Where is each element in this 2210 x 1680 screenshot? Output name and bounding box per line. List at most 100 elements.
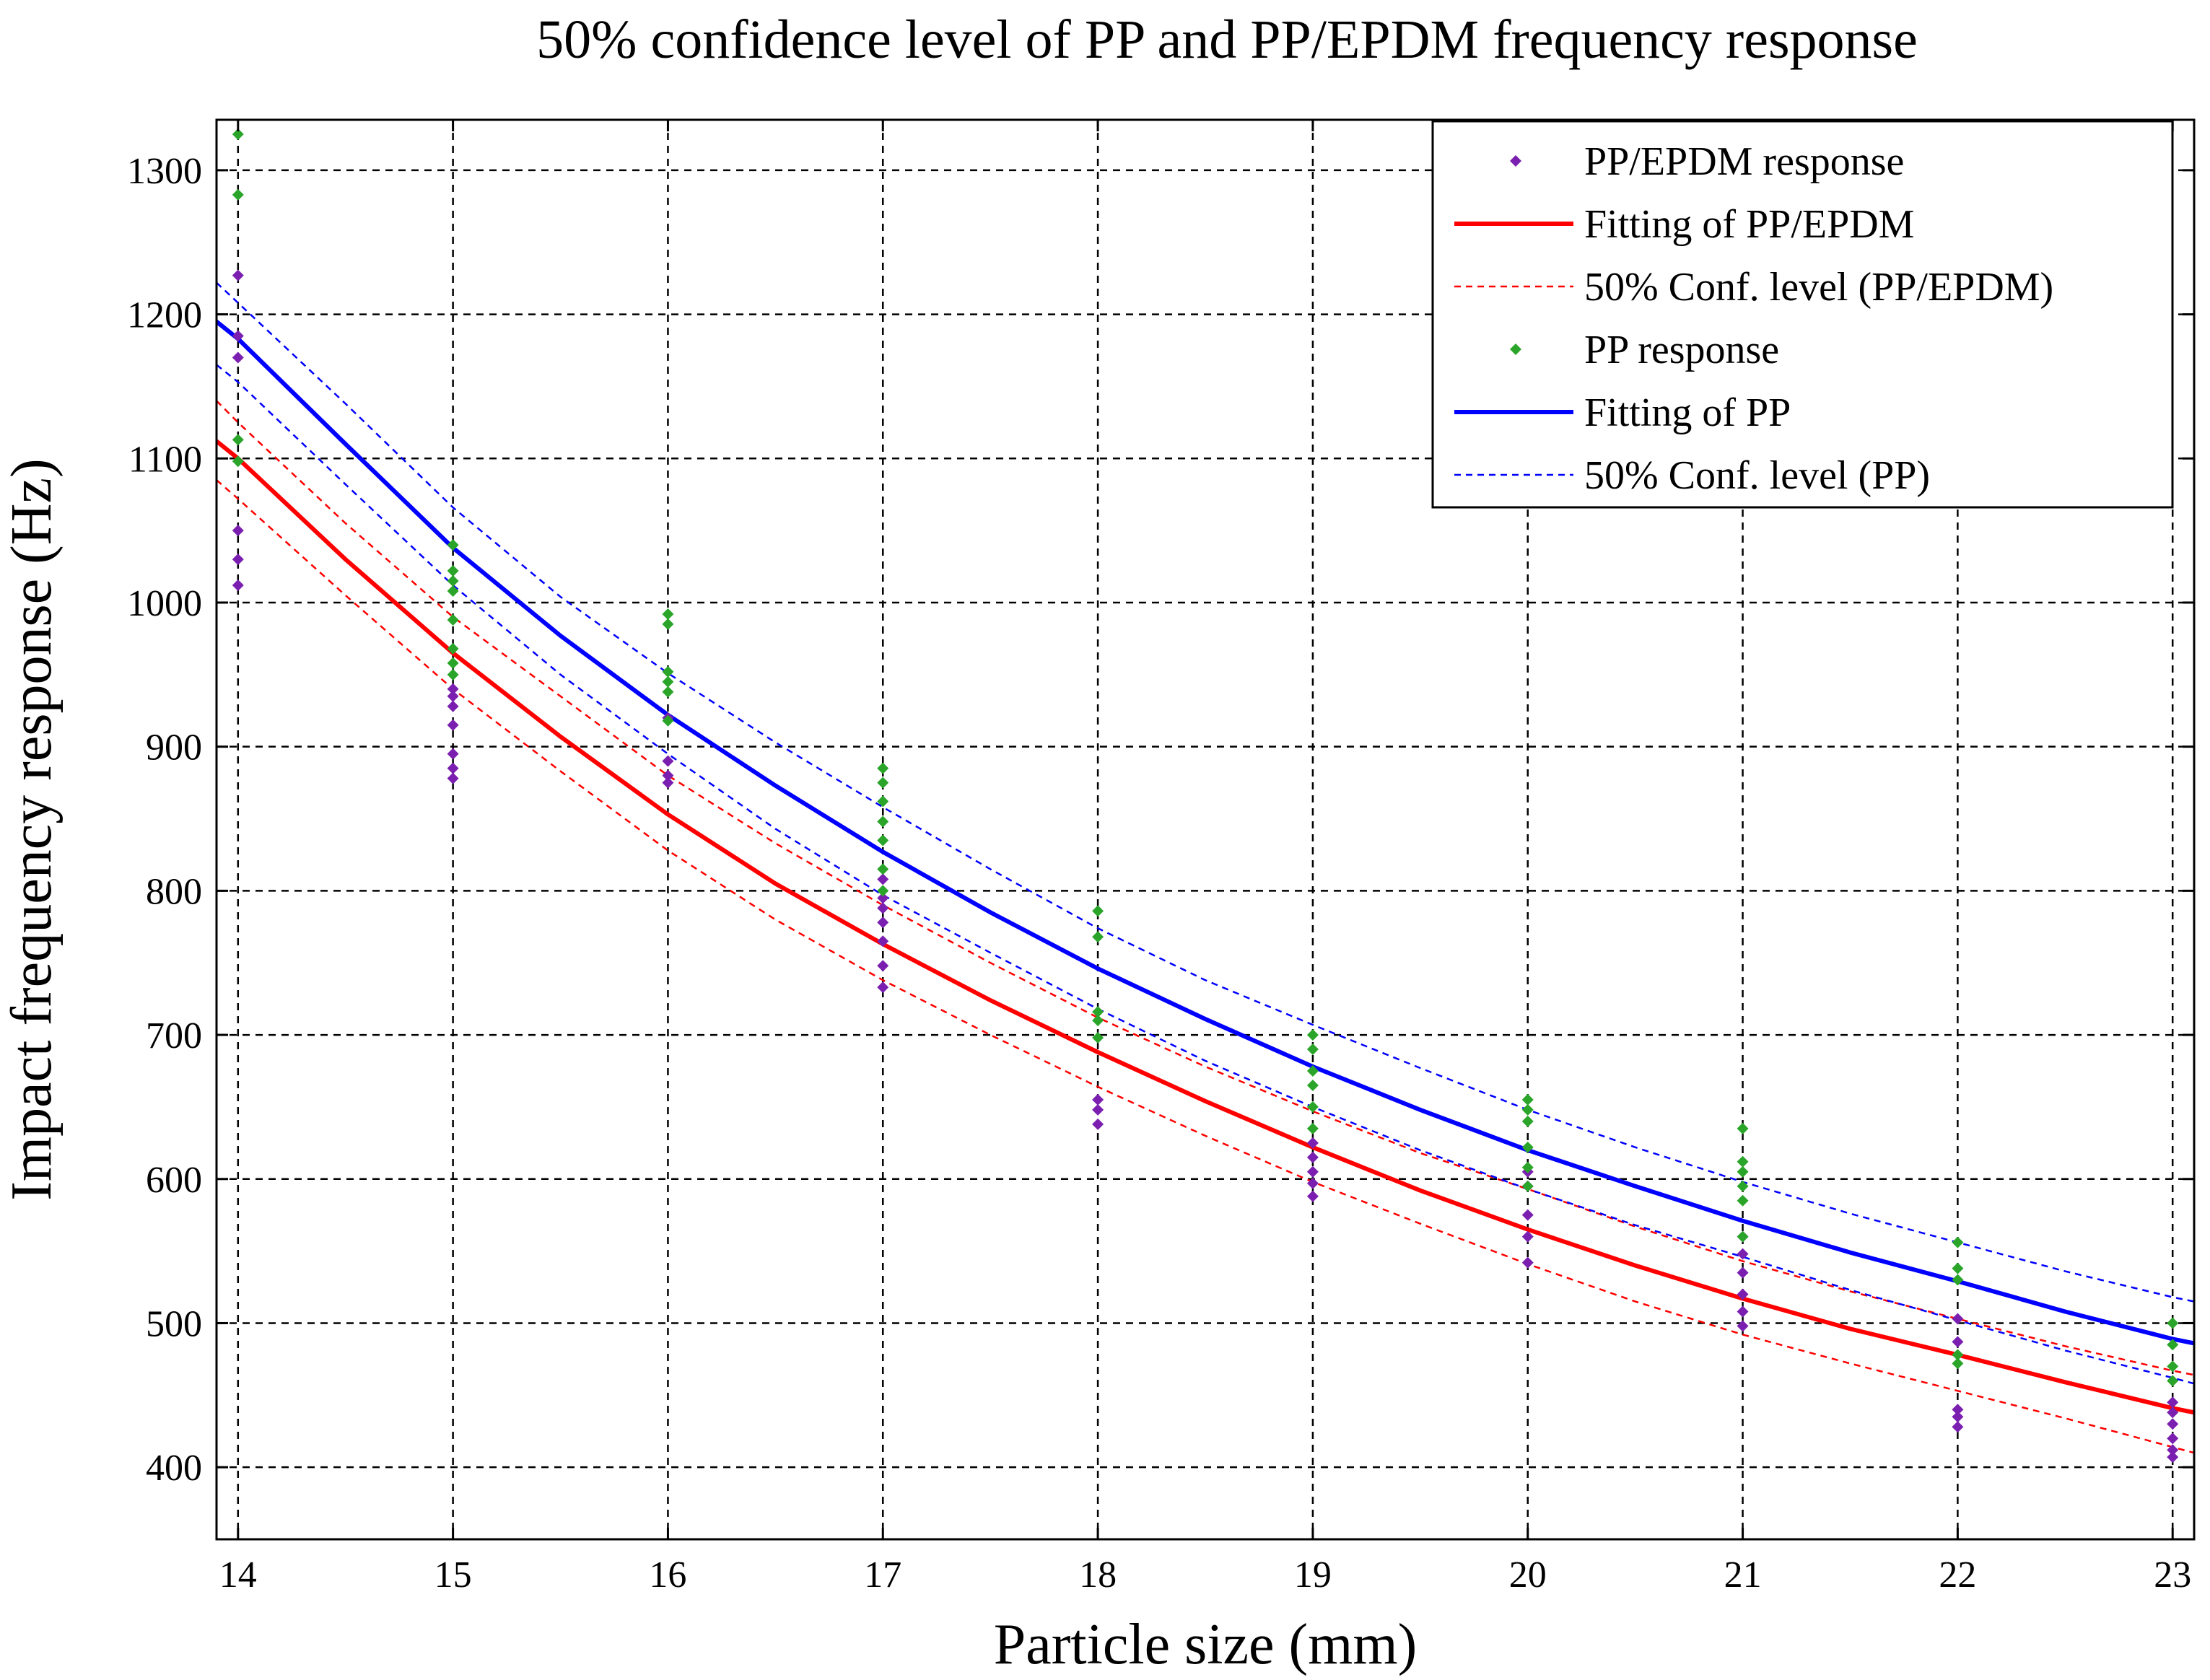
data-point — [232, 351, 244, 364]
x-tick-label: 16 — [649, 1554, 686, 1596]
data-point — [1521, 1161, 1534, 1173]
data-point — [2167, 1375, 2179, 1387]
data-point — [1306, 1122, 1319, 1134]
data-point — [447, 613, 459, 626]
y-tick-label: 1100 — [128, 439, 202, 480]
data-point — [1737, 1288, 1749, 1300]
data-point — [877, 762, 889, 774]
data-point — [1092, 1103, 1104, 1116]
data-point — [877, 902, 889, 914]
series-line-2 — [217, 439, 2194, 1415]
data-point — [1952, 1349, 1964, 1361]
y-tick-label: 1000 — [127, 583, 202, 624]
data-point — [1952, 1411, 1964, 1423]
chart-title: 50% confidence level of PP and PP/EPDM f… — [536, 9, 1918, 70]
data-point — [1092, 1118, 1104, 1130]
legend-entry: 50% Conf. level (PP) — [1454, 453, 1930, 498]
data-point — [1306, 1101, 1319, 1113]
data-point — [1737, 1122, 1749, 1134]
data-point — [1737, 1248, 1749, 1260]
data-point — [232, 525, 244, 537]
y-tick-label: 900 — [146, 727, 202, 769]
data-point — [1092, 931, 1104, 943]
legend-label: PP response — [1584, 328, 1779, 372]
y-tick-label: 1200 — [127, 295, 202, 336]
data-point — [447, 700, 459, 712]
legend-label: Fitting of PP — [1584, 390, 1791, 435]
legend-entry: Fitting of PP — [1454, 390, 1791, 435]
y-tick-label: 600 — [146, 1160, 202, 1201]
data-point — [877, 916, 889, 929]
x-tick-label: 20 — [1509, 1554, 1547, 1596]
data-point — [447, 762, 459, 774]
data-point — [1737, 1320, 1749, 1332]
data-point — [877, 960, 889, 972]
x-tick-label: 19 — [1294, 1554, 1332, 1596]
legend-label: 50% Conf. level (PP) — [1584, 453, 1930, 498]
data-point — [1521, 1180, 1534, 1192]
data-point — [1092, 905, 1104, 917]
data-point — [1092, 1032, 1104, 1044]
legend-marker — [1510, 155, 1521, 167]
legend-entry: Fitting of PP/EPDM — [1454, 202, 1914, 247]
data-point — [662, 714, 674, 727]
data-point — [447, 772, 459, 784]
data-point — [1306, 1044, 1319, 1056]
x-tick-label: 17 — [864, 1554, 901, 1596]
series-line-3 — [217, 400, 2194, 1376]
data-point — [877, 863, 889, 875]
data-point — [232, 455, 244, 468]
data-point — [447, 539, 459, 551]
legend-marker — [1510, 344, 1521, 355]
y-tick-label: 700 — [146, 1015, 202, 1056]
y-axis-label: Impact frequency response (Hz) — [0, 458, 64, 1200]
data-point — [447, 657, 459, 669]
data-point — [1737, 1305, 1749, 1318]
data-point — [447, 748, 459, 760]
data-point — [877, 776, 889, 789]
data-point — [447, 690, 459, 702]
y-tick-label: 400 — [146, 1448, 202, 1489]
data-point — [2167, 1406, 2179, 1419]
data-point — [662, 618, 674, 630]
plot-frame — [215, 118, 2196, 1541]
data-point — [2167, 1317, 2179, 1329]
data-point — [877, 935, 889, 948]
data-point — [2167, 1451, 2179, 1464]
data-point — [447, 719, 459, 731]
data-point — [1952, 1262, 1964, 1274]
data-point — [2167, 1396, 2179, 1409]
plot-area — [217, 128, 2194, 1464]
data-point — [1952, 1274, 1964, 1286]
y-tick-label: 800 — [146, 871, 202, 912]
x-tick-label: 14 — [219, 1554, 257, 1596]
data-point — [2167, 1418, 2179, 1430]
data-point — [232, 128, 244, 140]
legend: PP/EPDM response Fitting of PP/EPDM 50% C… — [1431, 120, 2174, 509]
series-line-6 — [217, 281, 2194, 1303]
data-point — [232, 579, 244, 592]
data-point — [447, 575, 459, 587]
data-point — [447, 683, 459, 695]
legend-entry: PP/EPDM response — [1510, 139, 1904, 184]
data-point — [2167, 1444, 2179, 1456]
series-line-4 — [217, 479, 2194, 1454]
x-tick-label: 18 — [1079, 1554, 1117, 1596]
data-point — [447, 642, 459, 655]
axis-ticks: 14 15 16 17 18 19 20 21 22 23 400 500 600 700 800 900 10… — [127, 120, 2194, 1596]
data-point — [1521, 1093, 1534, 1106]
data-point — [1952, 1313, 1964, 1325]
data-point — [447, 585, 459, 598]
data-point — [1952, 1421, 1964, 1433]
data-point — [2167, 1432, 2179, 1445]
data-point — [1521, 1103, 1534, 1116]
data-point — [1521, 1230, 1534, 1243]
data-point — [662, 769, 674, 782]
data-point — [877, 834, 889, 846]
data-point — [877, 873, 889, 885]
data-point — [877, 795, 889, 808]
data-point — [1306, 1064, 1319, 1077]
x-tick-label: 21 — [1724, 1554, 1762, 1596]
data-point — [1306, 1029, 1319, 1041]
data-point — [877, 981, 889, 994]
